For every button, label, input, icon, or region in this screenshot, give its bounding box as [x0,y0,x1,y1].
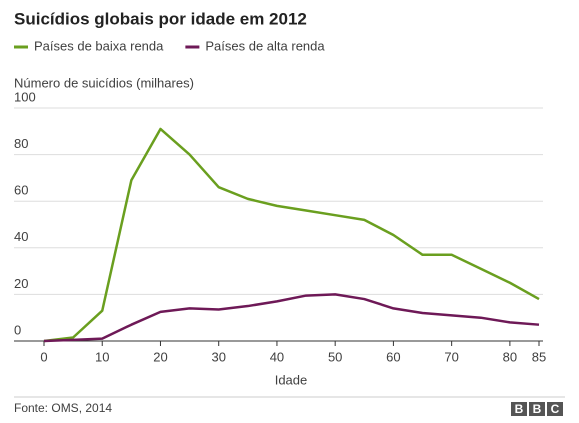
chart-title: Suicídios globais por idade em 2012 [14,9,307,28]
logo-box [529,402,545,416]
logo-letter: B [533,402,542,416]
x-tick-label: 60 [386,349,400,364]
x-tick-label: 40 [270,349,284,364]
x-tick-label: 70 [444,349,458,364]
legend-label: Países de baixa renda [34,38,164,53]
y-tick-label: 80 [14,136,28,151]
legend-label: Países de alta renda [205,38,325,53]
logo-box [547,402,563,416]
x-tick-label: 80 [503,349,517,364]
series-line [43,127,540,343]
y-tick-label: 60 [14,183,28,198]
y-tick-label: 0 [14,322,21,337]
x-tick-label: 30 [211,349,225,364]
y-axis-label: Número de suicídios (milhares) [14,75,194,90]
y-tick-label: 100 [14,89,36,104]
logo-box [511,402,527,416]
x-tick-label: 85 [532,349,546,364]
x-axis-label: Idade [275,372,308,387]
x-tick-label: 50 [328,349,342,364]
x-tick-label: 0 [40,349,47,364]
y-tick-label: 40 [14,229,28,244]
y-tick-label: 20 [14,276,28,291]
logo-letter: C [551,402,560,416]
source: Fonte: OMS, 2014 [14,401,112,415]
logo-letter: B [515,402,524,416]
series-line [43,293,540,343]
x-tick-label: 10 [95,349,109,364]
x-tick-label: 20 [153,349,167,364]
